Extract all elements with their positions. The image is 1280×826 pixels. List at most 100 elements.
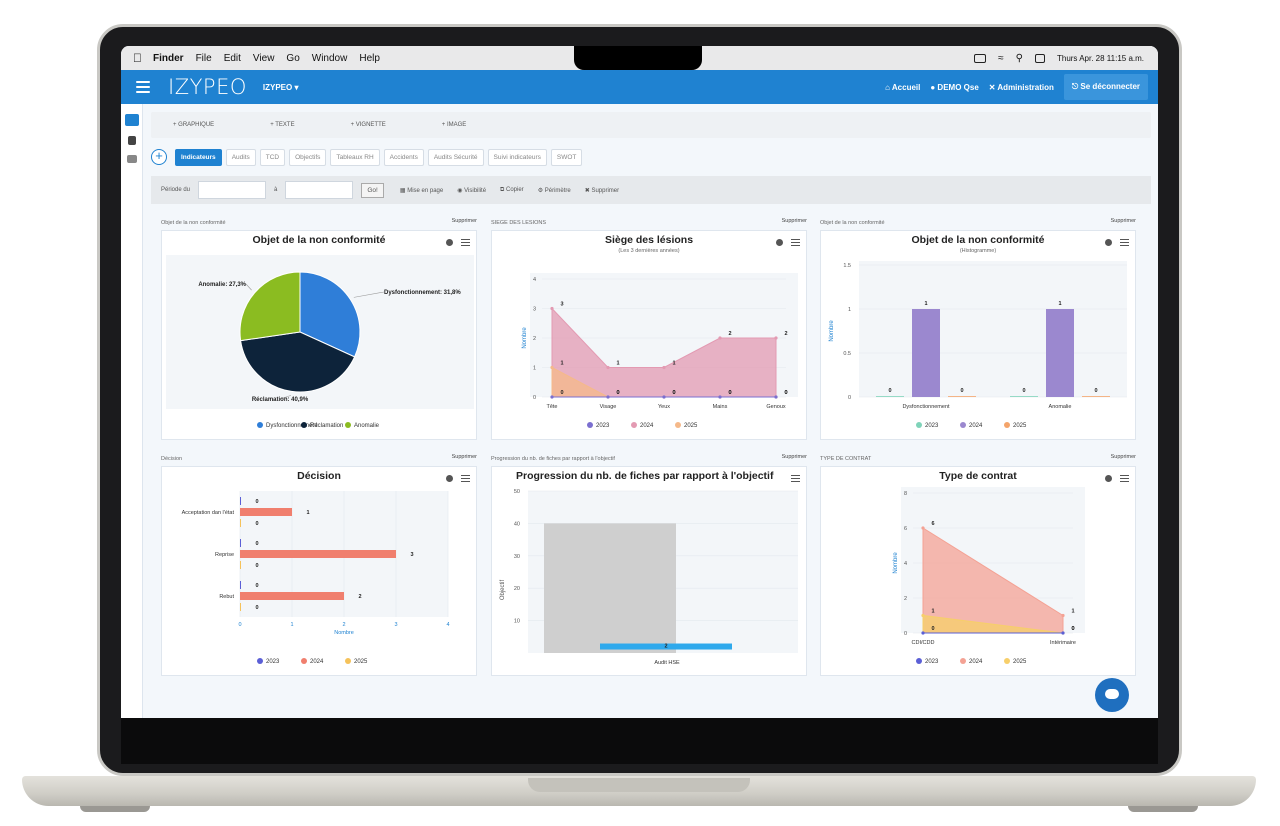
user-link[interactable]: ● DEMO Qse [930, 82, 979, 92]
tab-audits-securite[interactable]: Audits Sécurité [427, 148, 484, 166]
document-icon[interactable] [127, 136, 136, 145]
data-label: 0 [255, 521, 258, 527]
panel-delete-link[interactable]: Supprimer [1110, 218, 1136, 224]
menu-window[interactable]: Window [311, 52, 348, 64]
menu-clock[interactable]: Thurs Apr. 28 11:15 a.m. [1056, 53, 1144, 63]
chart-menu-icon[interactable] [791, 473, 800, 484]
chart-card: Objet de la non conformité Dysfonctionne… [161, 230, 477, 440]
data-label: 1 [931, 609, 934, 615]
data-label: 0 [255, 605, 258, 611]
actual-bar [600, 643, 732, 650]
copy-button[interactable]: ⧉ Copier [500, 186, 524, 193]
bar [240, 508, 292, 516]
tab-indicateurs[interactable]: Indicateurs [175, 148, 222, 166]
izypeo-logo[interactable]: IZYPEO [168, 75, 247, 99]
legend-marker [916, 422, 922, 428]
admin-link[interactable]: ✕ Administration [988, 82, 1054, 92]
bar [1010, 396, 1038, 397]
chart-menu-icon[interactable] [791, 237, 800, 248]
search-icon[interactable]: ⚲ [1015, 52, 1023, 64]
scope-button[interactable]: ⚙ Périmètre [537, 187, 571, 194]
panel-non-conformity-pie: Objet de la non conformité Supprimer Obj… [161, 218, 479, 452]
data-point [718, 395, 722, 399]
data-label: 1 [560, 361, 563, 367]
menu-view[interactable]: View [252, 52, 275, 64]
period-start-input[interactable] [198, 181, 267, 199]
home-label: Accueil [891, 82, 921, 92]
legend-marker [257, 422, 263, 428]
chart-title: Type de contrat [939, 470, 1017, 482]
chart-menu-icon[interactable] [461, 237, 470, 248]
organization-dropdown[interactable]: IZYPEO ▾ [262, 82, 299, 92]
gear-icon[interactable] [1105, 238, 1112, 246]
add-image-button[interactable]: + IMAGE [441, 122, 467, 128]
menu-file[interactable]: File [195, 52, 212, 64]
go-button[interactable]: Go! [361, 182, 384, 198]
home-link[interactable]: ⌂ Accueil [885, 82, 921, 92]
panel-progression: Progression du nb. de fiches par rapport… [491, 454, 809, 688]
control-center-icon[interactable] [1034, 53, 1045, 63]
menu-app-name[interactable]: Finder [153, 52, 184, 64]
legend-label: 2023 [925, 423, 939, 429]
dashboard-icon[interactable] [124, 114, 139, 126]
menu-help[interactable]: Help [359, 52, 380, 64]
gear-icon[interactable] [446, 238, 453, 246]
panel-delete-link[interactable]: Supprimer [781, 218, 807, 224]
period-end-input[interactable] [285, 181, 354, 199]
panel-delete-link[interactable]: Supprimer [451, 218, 477, 224]
legend-label: Dysfonctionnement [266, 423, 318, 429]
add-text-button[interactable]: + TEXTE [270, 122, 295, 128]
tab-tableaux-rh[interactable]: Tableaux RH [330, 148, 380, 166]
add-tile-button[interactable]: + VIGNETTE [350, 122, 386, 128]
add-tab-icon[interactable]: + [151, 149, 167, 165]
apple-icon[interactable]:  [133, 52, 145, 64]
bar [876, 396, 904, 397]
list-icon[interactable] [126, 155, 137, 163]
tab-suivi-indicateurs[interactable]: Suivi indicateurs [487, 148, 547, 166]
gear-icon[interactable] [776, 238, 783, 246]
logout-button[interactable]: ⎋ Se déconnecter [1063, 74, 1148, 100]
dashboard-main: + GRAPHIQUE + TEXTE + VIGNETTE + IMAGE +… [151, 112, 1151, 718]
chat-button[interactable] [1095, 678, 1129, 712]
chart-menu-icon[interactable] [1120, 473, 1129, 484]
data-point [550, 365, 554, 370]
pie-data-label: Dysfonctionnement: 31,8% [384, 290, 461, 296]
y-axis-label: Objectif [500, 579, 506, 600]
menu-edit[interactable]: Edit [223, 52, 241, 64]
data-point [921, 526, 925, 530]
gear-icon[interactable] [1105, 474, 1112, 482]
tab-tcd[interactable]: TCD [259, 148, 286, 166]
hamburger-menu-icon[interactable] [136, 78, 150, 96]
legend-label: 2025 [1013, 423, 1027, 429]
bar [1082, 396, 1110, 397]
tab-objectifs[interactable]: Objectifs [289, 148, 327, 166]
visibility-button[interactable]: ◉ Visibilité [457, 187, 487, 194]
chart-menu-icon[interactable] [461, 473, 470, 484]
data-label: 2 [784, 331, 787, 337]
battery-icon[interactable] [974, 53, 987, 63]
add-chart-button[interactable]: + GRAPHIQUE [173, 122, 215, 128]
panel-label: TYPE DE CONTRAT [820, 456, 872, 462]
tab-accidents[interactable]: Accidents [383, 148, 424, 166]
tab-swot[interactable]: SWOT [550, 148, 583, 166]
menu-go[interactable]: Go [286, 52, 300, 64]
copy-label: Copier [506, 186, 524, 193]
panel-label: Objet de la non conformité [820, 220, 885, 226]
panel-delete-link[interactable]: Supprimer [451, 454, 477, 460]
wifi-icon[interactable]: ≈ [998, 52, 1004, 64]
chart-menu-icon[interactable] [1120, 237, 1129, 248]
delete-button[interactable]: ✖ Supprimer [584, 187, 620, 194]
tab-audits[interactable]: Audits [225, 148, 256, 166]
data-point [550, 306, 554, 311]
pie-connector [245, 283, 252, 291]
panel-delete-link[interactable]: Supprimer [1110, 454, 1136, 460]
data-label: 3 [560, 302, 563, 308]
panel-delete-link[interactable]: Supprimer [781, 454, 807, 460]
data-label: 0 [255, 541, 258, 547]
layout-button[interactable]: ▦ Mise en page [399, 187, 444, 194]
horizontal-bar-chart: 0 1 2 3 4 Nombre Acceptation dan l'état 0 1 0 Repr… [182, 491, 450, 665]
data-label: 0 [616, 390, 619, 396]
data-label: 0 [672, 390, 675, 396]
x-tick-label: 2 [342, 622, 345, 628]
gear-icon[interactable] [446, 474, 453, 482]
